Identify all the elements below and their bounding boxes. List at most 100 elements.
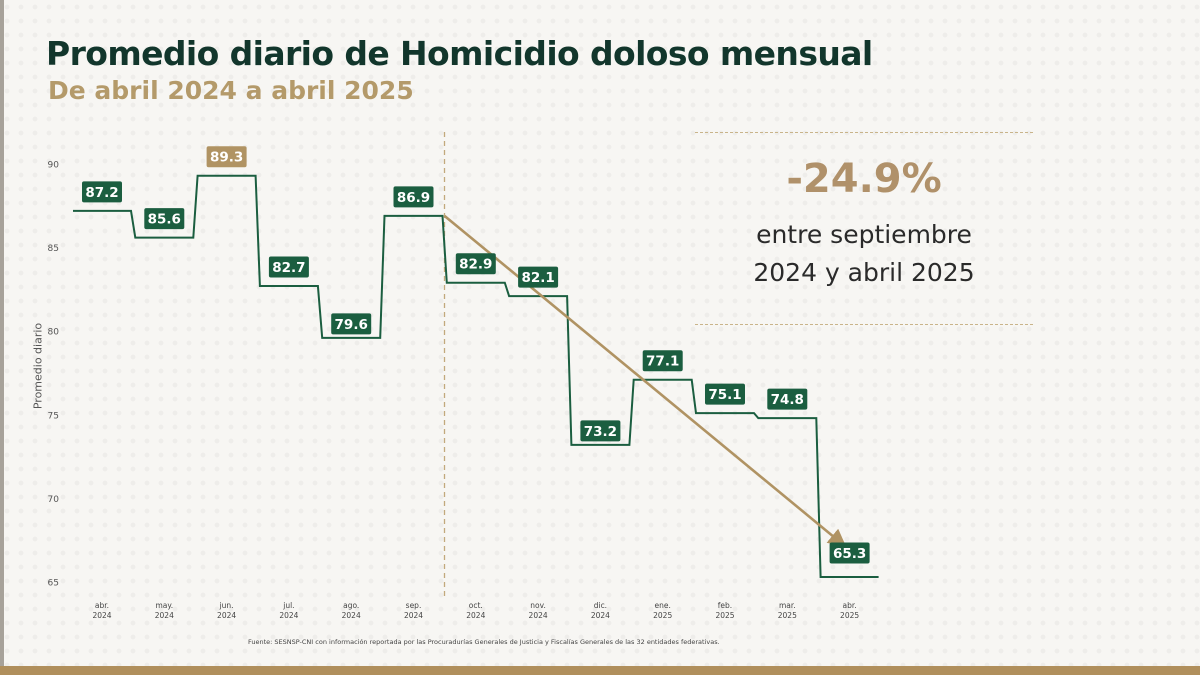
data-label: 75.1 (708, 387, 741, 403)
x-tick-month: feb. (718, 601, 732, 610)
data-label-bg (268, 256, 309, 278)
x-tick-label: feb. 2025 (715, 601, 734, 620)
data-label-box: 65.3 (829, 542, 870, 564)
data-label: 74.8 (771, 392, 804, 408)
data-label-box: 82.9 (455, 253, 496, 275)
x-tick-month: may. (155, 601, 173, 610)
callout-line-2: 2024 y abril 2025 (753, 258, 975, 287)
data-label: 77.1 (646, 354, 679, 370)
callout-bottom-divider (695, 324, 1033, 325)
data-label-bg (767, 388, 808, 410)
x-tick-month: ago. (343, 601, 359, 610)
x-tick-month: ene. (655, 601, 671, 610)
x-tick-year: 2024 (529, 611, 548, 620)
x-tick-label: may. 2024 (155, 601, 174, 620)
callout-percentage: -24.9% (786, 156, 942, 202)
x-tick-label: jul. 2024 (279, 601, 298, 620)
x-tick-label: abr. 2025 (840, 601, 859, 620)
callout-line-1: entre septiembre (756, 220, 972, 249)
data-label-box: 79.6 (331, 313, 372, 335)
data-label-bg (518, 266, 559, 288)
data-label-bg (206, 146, 247, 168)
data-label-bg (580, 420, 621, 442)
x-tick-month: abr. (95, 601, 109, 610)
data-label: 73.2 (584, 424, 617, 440)
data-label-bg (642, 350, 683, 372)
data-label-box: 89.3 (206, 146, 247, 168)
data-label-box: 74.8 (767, 388, 808, 410)
x-tick-label: abr. 2024 (92, 601, 111, 620)
data-label-box: 82.1 (518, 266, 559, 288)
x-tick-year: 2024 (466, 611, 485, 620)
x-tick-month: oct. (469, 601, 483, 610)
y-tick-label: 80 (48, 328, 60, 338)
data-label-box: 77.1 (642, 350, 683, 372)
x-tick-year: 2025 (715, 611, 734, 620)
data-label: 79.6 (335, 317, 368, 333)
x-tick-year: 2024 (217, 611, 236, 620)
callout-description: entre septiembre 2024 y abril 2025 (695, 216, 1033, 292)
data-label-box: 82.7 (268, 256, 309, 278)
data-label: 89.3 (210, 150, 243, 166)
change-callout: -24.9% entre septiembre 2024 y abril 202… (695, 132, 1033, 325)
x-tick-label: oct. 2024 (466, 601, 485, 620)
x-tick-month: sep. (406, 601, 422, 610)
data-label-bg (705, 383, 745, 405)
x-tick-label: nov. 2024 (529, 601, 548, 620)
x-tick-year: 2024 (155, 611, 174, 620)
data-label-box: 73.2 (580, 420, 621, 442)
series-step-line (73, 174, 879, 578)
data-label: 85.6 (148, 212, 181, 228)
x-tick-year: 2024 (342, 611, 361, 620)
x-tick-year: 2024 (591, 611, 610, 620)
chart-subtitle: De abril 2024 a abril 2025 (48, 76, 414, 105)
x-tick-month: abr. (843, 601, 857, 610)
x-tick-year: 2024 (279, 611, 298, 620)
data-label: 86.9 (397, 190, 430, 206)
data-label-bg (393, 186, 434, 208)
chart-title: Promedio diario de Homicidio doloso mens… (46, 34, 873, 73)
x-tick-label: ene. 2025 (653, 601, 672, 620)
data-label-bg (144, 208, 185, 230)
left-border (0, 0, 4, 675)
data-label: 82.1 (521, 270, 554, 286)
bottom-accent-band (0, 666, 1200, 675)
x-tick-label: sep. 2024 (404, 601, 423, 620)
x-tick-year: 2025 (653, 611, 672, 620)
data-label-box: 85.6 (144, 208, 185, 230)
data-label-box: 86.9 (393, 186, 434, 208)
data-label-box: 87.2 (82, 181, 122, 203)
y-axis-title: Promedio diario (31, 322, 45, 410)
x-tick-year: 2025 (778, 611, 797, 620)
data-label: 82.9 (459, 257, 492, 273)
data-label-box: 75.1 (705, 383, 745, 405)
y-tick-label: 65 (48, 579, 59, 589)
y-tick-label: 75 (48, 411, 59, 421)
data-label: 87.2 (85, 185, 118, 201)
x-tick-label: dic. 2024 (591, 601, 610, 620)
callout-top-divider (695, 132, 1033, 133)
x-tick-year: 2024 (92, 611, 111, 620)
x-tick-month: dic. (594, 601, 607, 610)
data-label-bg (331, 313, 372, 335)
y-tick-label: 85 (48, 244, 59, 254)
x-tick-month: jul. (282, 601, 294, 610)
trend-arrow (443, 214, 847, 548)
x-tick-year: 2025 (840, 611, 859, 620)
data-label-bg (829, 542, 870, 564)
x-tick-label: jun. 2024 (217, 601, 236, 620)
x-tick-year: 2024 (404, 611, 423, 620)
data-label: 65.3 (833, 546, 866, 562)
x-tick-label: ago. 2024 (342, 601, 361, 620)
x-tick-month: nov. (530, 601, 546, 610)
y-tick-label: 70 (48, 495, 60, 505)
x-tick-month: jun. (219, 601, 234, 610)
source-note: Fuente: SESNSP-CNI con información repor… (248, 638, 720, 646)
data-label-bg (82, 181, 122, 203)
data-label-bg (455, 253, 496, 275)
x-tick-month: mar. (779, 601, 796, 610)
x-tick-label: mar. 2025 (778, 601, 797, 620)
data-label: 82.7 (272, 260, 305, 276)
y-tick-label: 90 (48, 161, 60, 171)
